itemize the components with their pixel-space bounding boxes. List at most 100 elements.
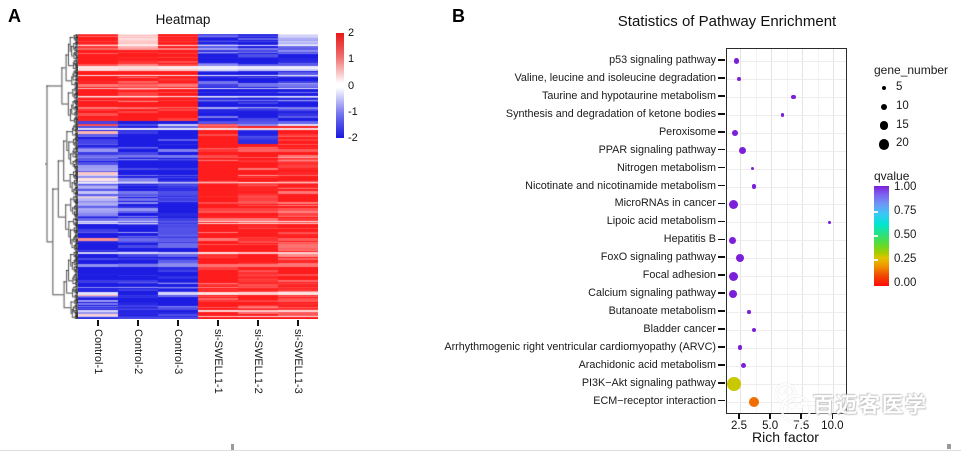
gridline-row: [727, 401, 846, 403]
pathway-label: p53 signaling pathway: [609, 54, 716, 66]
gridline-row: [727, 186, 846, 188]
gridline-major: [771, 49, 773, 413]
bottom-crop-artifact: [0, 450, 961, 451]
gridline-row: [727, 240, 846, 242]
heatmap-title: Heatmap: [155, 12, 211, 27]
size-legend-label: 10: [896, 99, 909, 112]
column-tick: [217, 320, 219, 326]
pathway-dot: [750, 167, 755, 171]
gridline-row: [727, 61, 846, 62]
size-legend-dot: [879, 121, 889, 130]
y-tick: [718, 274, 725, 276]
gridline-major: [802, 49, 804, 413]
column-label: si-SWELL1-1: [211, 329, 224, 394]
pathway-label: Butanoate metabolism: [608, 305, 716, 318]
gridline-row: [727, 329, 846, 331]
y-tick: [718, 381, 725, 384]
size-legend-dot: [881, 85, 887, 91]
pathway-dot: [728, 236, 737, 244]
x-tick-label: 2.5: [731, 420, 747, 432]
column-label: Control-1: [91, 329, 104, 375]
pathway-label: Focal adhesion: [642, 269, 716, 282]
pathway-dot: [728, 271, 738, 281]
pathway-label: Nitrogen metabolism: [616, 161, 716, 174]
qvalue-tick-label: 0.75: [894, 205, 917, 217]
heatmap-colorbar-label: 2: [348, 27, 355, 39]
qvalue-tick-label: 0.50: [894, 229, 917, 241]
size-legend-dot: [878, 139, 890, 150]
gridline-row: [727, 204, 846, 206]
column-tick: [297, 320, 299, 326]
column-tick: [177, 320, 179, 326]
dotplot-area: [726, 48, 847, 414]
pathway-label: Hepatitis B: [663, 233, 716, 246]
qvalue-tick-label: 0.00: [894, 277, 917, 289]
x-tick: [831, 413, 834, 419]
pathway-dot: [735, 254, 745, 263]
qvalue-tick-label: 1.00: [894, 181, 917, 193]
x-tick-label: 5.0: [762, 420, 779, 432]
gridline-minor: [817, 49, 819, 413]
pathway-label: MicroRNAs in cancer: [614, 197, 716, 210]
column-label: si-SWELL1-3: [291, 329, 304, 394]
y-tick: [718, 220, 725, 223]
y-tick: [718, 328, 725, 330]
gridline-row: [727, 312, 846, 314]
x-tick: [800, 413, 803, 419]
heatmap-colorbar-label: 0: [348, 79, 355, 92]
pathway-label: Calcium signaling pathway: [588, 287, 716, 300]
pathway-dot: [733, 58, 739, 64]
gridline-row: [727, 78, 846, 80]
y-tick: [718, 310, 725, 312]
pathway-label: Arrhythmogenic right ventricular cardiom…: [444, 340, 716, 353]
pathway-label: Arachidonic acid metabolism: [578, 358, 716, 371]
x-tick: [738, 413, 740, 419]
pathway-dot: [732, 129, 738, 136]
column-tick: [97, 320, 99, 326]
panel-a-label: A: [8, 6, 21, 26]
column-label: Control-3: [171, 329, 184, 375]
pathway-dot: [729, 199, 739, 209]
pathway-dot: [740, 363, 746, 369]
pathway-label: Lipoic acid metabolism: [606, 215, 716, 228]
gridline-minor: [755, 49, 757, 413]
pathway-label: FoxO signaling pathway: [600, 251, 716, 264]
x-tick-label: 10.0: [821, 420, 844, 432]
gridline-row: [727, 168, 846, 170]
color-legend-title: qvalue: [874, 169, 910, 183]
qvalue-tick: [874, 235, 878, 237]
y-tick: [718, 112, 725, 115]
size-legend-label: 15: [896, 118, 909, 131]
bottom-crop-artifact: [947, 444, 951, 449]
pathway-label: PPAR signaling pathway: [598, 143, 716, 156]
heatmap-colorbar-label: -1: [348, 105, 358, 118]
heatmap-canvas: [78, 34, 318, 319]
pathway-dot: [729, 290, 738, 299]
gridline-row: [727, 96, 846, 98]
dotplot-title: Statistics of Pathway Enrichment: [617, 13, 837, 30]
y-tick: [718, 292, 725, 294]
y-tick: [718, 346, 725, 348]
pathway-label: PI3K−Akt signaling pathway: [581, 376, 716, 389]
column-tick: [257, 320, 259, 326]
column-label: Control-2: [131, 329, 144, 375]
panel-b-label: B: [452, 6, 465, 26]
y-tick: [718, 166, 725, 169]
pathway-label: Taurine and hypotaurine metabolism: [541, 89, 716, 102]
row-dendrogram: [45, 34, 78, 319]
x-tick: [769, 413, 771, 419]
qvalue-tick-label: 0.25: [894, 253, 917, 265]
gridline-row: [727, 383, 846, 385]
y-tick: [718, 130, 725, 133]
gridline-row: [727, 258, 846, 260]
pathway-label: Peroxisome: [658, 125, 716, 138]
pathway-dot: [791, 94, 796, 100]
pathway-dot: [751, 184, 756, 189]
y-tick: [718, 238, 725, 241]
pathway-label: Nicotinate and nicotinamide metabolism: [525, 179, 716, 192]
pathway-label: Valine, leucine and isoleucine degradati…: [514, 71, 717, 84]
gridline-major: [833, 49, 835, 413]
column-label: si-SWELL1-2: [251, 329, 264, 394]
gridline-row: [727, 276, 846, 278]
